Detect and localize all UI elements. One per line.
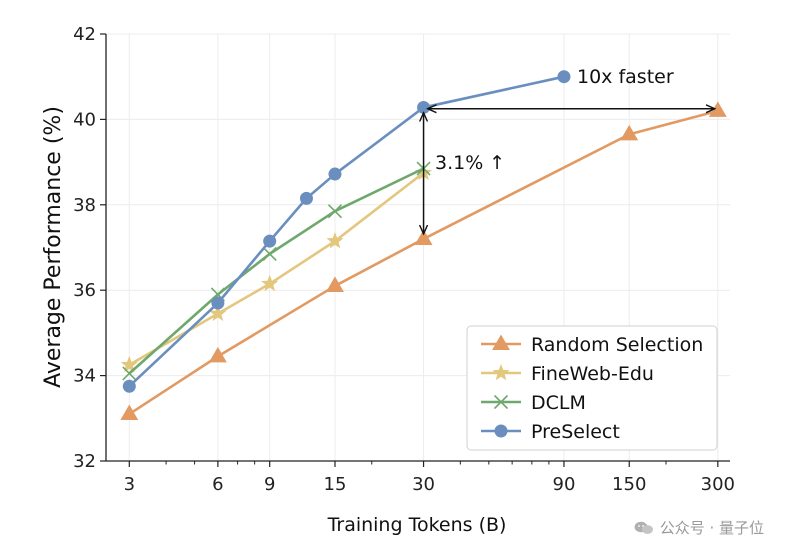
- x-tick-label: 9: [264, 474, 275, 495]
- x-tick-label: 30: [412, 474, 435, 495]
- y-tick-label: 38: [73, 195, 96, 216]
- triangle-marker: [208, 346, 227, 363]
- x-tick-label: 6: [212, 474, 223, 495]
- watermark-text: 公众号 · 量子位: [659, 519, 764, 537]
- star-marker: [326, 232, 344, 249]
- triangle-marker: [414, 229, 433, 245]
- series-group: [120, 70, 727, 421]
- legend-box: [466, 325, 718, 451]
- wechat-icon: [634, 521, 653, 534]
- series-preselect: [122, 70, 571, 393]
- y-tick-label: 32: [73, 451, 96, 472]
- annotations: 10x faster 3.1% ↑: [424, 66, 715, 234]
- x-marker: [262, 246, 277, 261]
- y-tick-label: 42: [73, 24, 96, 45]
- speedup-label: 10x faster: [577, 66, 674, 88]
- series-line: [128, 109, 719, 416]
- legend-label: PreSelect: [531, 421, 620, 443]
- circle-marker: [494, 424, 508, 438]
- x-marker-stroke: [493, 394, 509, 410]
- x-marker-stroke: [122, 366, 137, 381]
- triangle-marker: [492, 334, 510, 351]
- circle-marker: [263, 234, 277, 248]
- x-tick-label: 3: [124, 474, 135, 495]
- legend-label: Random Selection: [531, 334, 703, 356]
- legend: Random Selection FineWeb-Edu DCLM PreSelect: [466, 325, 718, 451]
- star-marker: [209, 304, 227, 321]
- watermark: 公众号 · 量子位: [634, 517, 764, 538]
- y-axis-title: Average Performance (%): [41, 106, 66, 388]
- y-tick-label: 36: [73, 280, 96, 301]
- star-marker: [261, 274, 279, 292]
- triangle-marker: [120, 404, 139, 421]
- series-line: [128, 167, 425, 375]
- triangle-marker: [620, 124, 639, 141]
- y-tick-label: 40: [73, 109, 96, 130]
- axes: [100, 33, 730, 467]
- gain-label: 3.1% ↑: [435, 152, 505, 174]
- series-random-selection: [120, 101, 727, 421]
- circle-marker: [417, 100, 431, 114]
- x-tick-label: 300: [701, 474, 735, 495]
- legend-label: FineWeb-Edu: [531, 363, 654, 385]
- circle-marker: [557, 70, 571, 84]
- x-tick-label: 150: [612, 474, 646, 495]
- x-axis-title: Training Tokens (B): [327, 514, 507, 536]
- legend-entry: DCLM: [481, 392, 586, 414]
- circle-marker: [122, 379, 136, 393]
- star-marker: [120, 355, 138, 373]
- triangle-marker: [326, 276, 344, 292]
- legend-label: DCLM: [531, 392, 586, 414]
- circle-marker: [328, 167, 342, 181]
- series-dclm: [122, 161, 431, 381]
- x-marker: [122, 366, 137, 381]
- legend-entry: FineWeb-Edu: [481, 363, 654, 385]
- circle-marker: [299, 191, 313, 205]
- x-tick-label: 90: [553, 474, 576, 495]
- legend-entry: PreSelect: [481, 421, 620, 443]
- x-marker: [327, 204, 343, 219]
- legend-entry: Random Selection: [481, 334, 703, 356]
- x-tick-label: 15: [324, 474, 347, 495]
- circle-marker: [211, 296, 225, 310]
- series-line: [128, 171, 425, 367]
- x-marker-stroke: [262, 246, 277, 261]
- x-marker-stroke: [327, 204, 343, 219]
- y-tick-label: 34: [73, 366, 96, 387]
- star-marker: [492, 364, 510, 381]
- x-marker: [493, 394, 509, 410]
